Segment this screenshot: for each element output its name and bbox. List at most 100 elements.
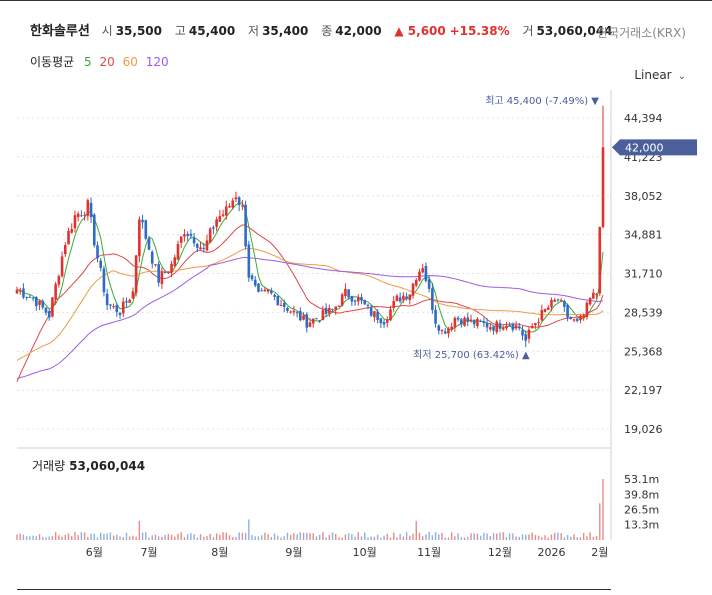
candle-body: [54, 284, 57, 300]
volume-bar: [434, 532, 437, 540]
candle-body: [311, 318, 315, 324]
candle-body: [366, 304, 370, 306]
volume-tick-label: 13.3m: [624, 519, 659, 532]
candle-body: [469, 319, 473, 322]
candle-body: [121, 301, 125, 314]
candle-body: [57, 276, 61, 285]
volume-bar: [541, 537, 543, 540]
candle-body: [592, 292, 595, 299]
candle-body: [67, 230, 70, 245]
volume-bar: [399, 533, 401, 540]
candle-body: [418, 271, 421, 281]
candle-body: [115, 305, 119, 313]
volume-bar: [222, 532, 224, 540]
volume-bar: [502, 532, 504, 540]
candle-body: [363, 300, 367, 305]
volume-bar: [273, 533, 276, 540]
volume-bar: [344, 534, 347, 540]
top-border: [0, 0, 712, 1]
volume-title-label: 거래량: [32, 459, 66, 473]
candle-body: [398, 297, 402, 302]
y-tick-label: 31,710: [624, 268, 663, 281]
volume-bar: [489, 536, 492, 540]
scale-mode: Linear: [634, 68, 672, 82]
candle-body: [389, 309, 392, 321]
low-value: 35,400: [262, 24, 309, 38]
volume-bar: [67, 533, 70, 540]
volume-bar: [232, 537, 234, 540]
volume-bar: [145, 532, 147, 540]
candle-body: [273, 294, 276, 297]
volume-bar: [38, 534, 41, 540]
y-tick-label: 34,881: [624, 229, 663, 242]
volume-bar: [180, 532, 182, 540]
candle-body: [224, 206, 228, 216]
volume-bar: [71, 536, 73, 540]
ma-label: 이동평균: [30, 55, 75, 69]
volume-bar: [483, 532, 485, 540]
price-header: 한화솔루션 시 35,500 고 45,400 저 35,400 종 42,000 ▲ …: [30, 20, 621, 39]
candle-body: [247, 244, 251, 278]
ma-20[interactable]: 20: [99, 55, 115, 69]
volume-bar: [486, 533, 488, 540]
volume-bar: [87, 537, 89, 540]
ma-5[interactable]: 5: [84, 55, 92, 69]
volume-bar: [518, 536, 520, 540]
y-tick-label: 19,026: [624, 423, 663, 436]
volume-bar: [557, 532, 559, 540]
candle-body: [566, 304, 569, 318]
candle-body: [318, 320, 321, 322]
volume-bar: [29, 536, 31, 540]
x-tick-label: 8월: [211, 546, 228, 559]
volume-bar: [367, 537, 369, 540]
candle-body: [260, 290, 264, 292]
volume-bar: [296, 534, 298, 540]
scale-selector[interactable]: Linear ⌄: [634, 68, 686, 82]
volume-bar: [393, 532, 395, 540]
volume-bar: [25, 536, 28, 540]
candle-body: [263, 289, 267, 291]
candle-body: [402, 295, 405, 300]
volume-bar: [74, 532, 76, 540]
volume-bar: [441, 532, 443, 540]
candle-body: [447, 328, 450, 334]
volume-bar: [96, 537, 99, 540]
candle-body: [282, 302, 286, 308]
ma-line: [16, 248, 604, 361]
ma-60[interactable]: 60: [122, 55, 138, 69]
candle-body: [176, 244, 180, 260]
candle-body: [582, 316, 585, 318]
candle-body: [83, 214, 86, 216]
y-tick-label: 44,394: [624, 112, 663, 125]
volume-bar: [512, 533, 514, 540]
volume-bar: [109, 532, 112, 540]
volume-value: 53,060,044: [536, 24, 613, 38]
exchange-label: 한국거래소(KRX): [597, 26, 686, 40]
volume-bar: [537, 535, 540, 540]
x-tick-label: 6월: [86, 546, 103, 559]
volume-bar: [177, 534, 179, 540]
volume-bar: [190, 532, 192, 540]
volume-bar: [496, 533, 498, 540]
candle-body: [524, 334, 528, 341]
candle-body: [437, 325, 441, 331]
ma-120[interactable]: 120: [145, 55, 169, 69]
candle-body: [405, 296, 408, 299]
volume-bar: [116, 534, 118, 540]
candle-body: [472, 319, 476, 325]
candle-body: [286, 307, 289, 311]
candle-body: [105, 293, 109, 306]
volume-bar: [479, 535, 482, 540]
candle-body: [154, 264, 157, 266]
volume-bar: [376, 534, 379, 540]
volume-bar: [447, 537, 450, 540]
high-value: 45,400: [188, 24, 236, 38]
volume-bar: [244, 532, 247, 540]
candle-body: [173, 257, 177, 267]
candle-body: [125, 301, 128, 303]
volume-bar: [212, 537, 215, 540]
volume-bar: [315, 536, 318, 540]
candle-body: [231, 200, 235, 208]
candle-body: [601, 147, 605, 228]
